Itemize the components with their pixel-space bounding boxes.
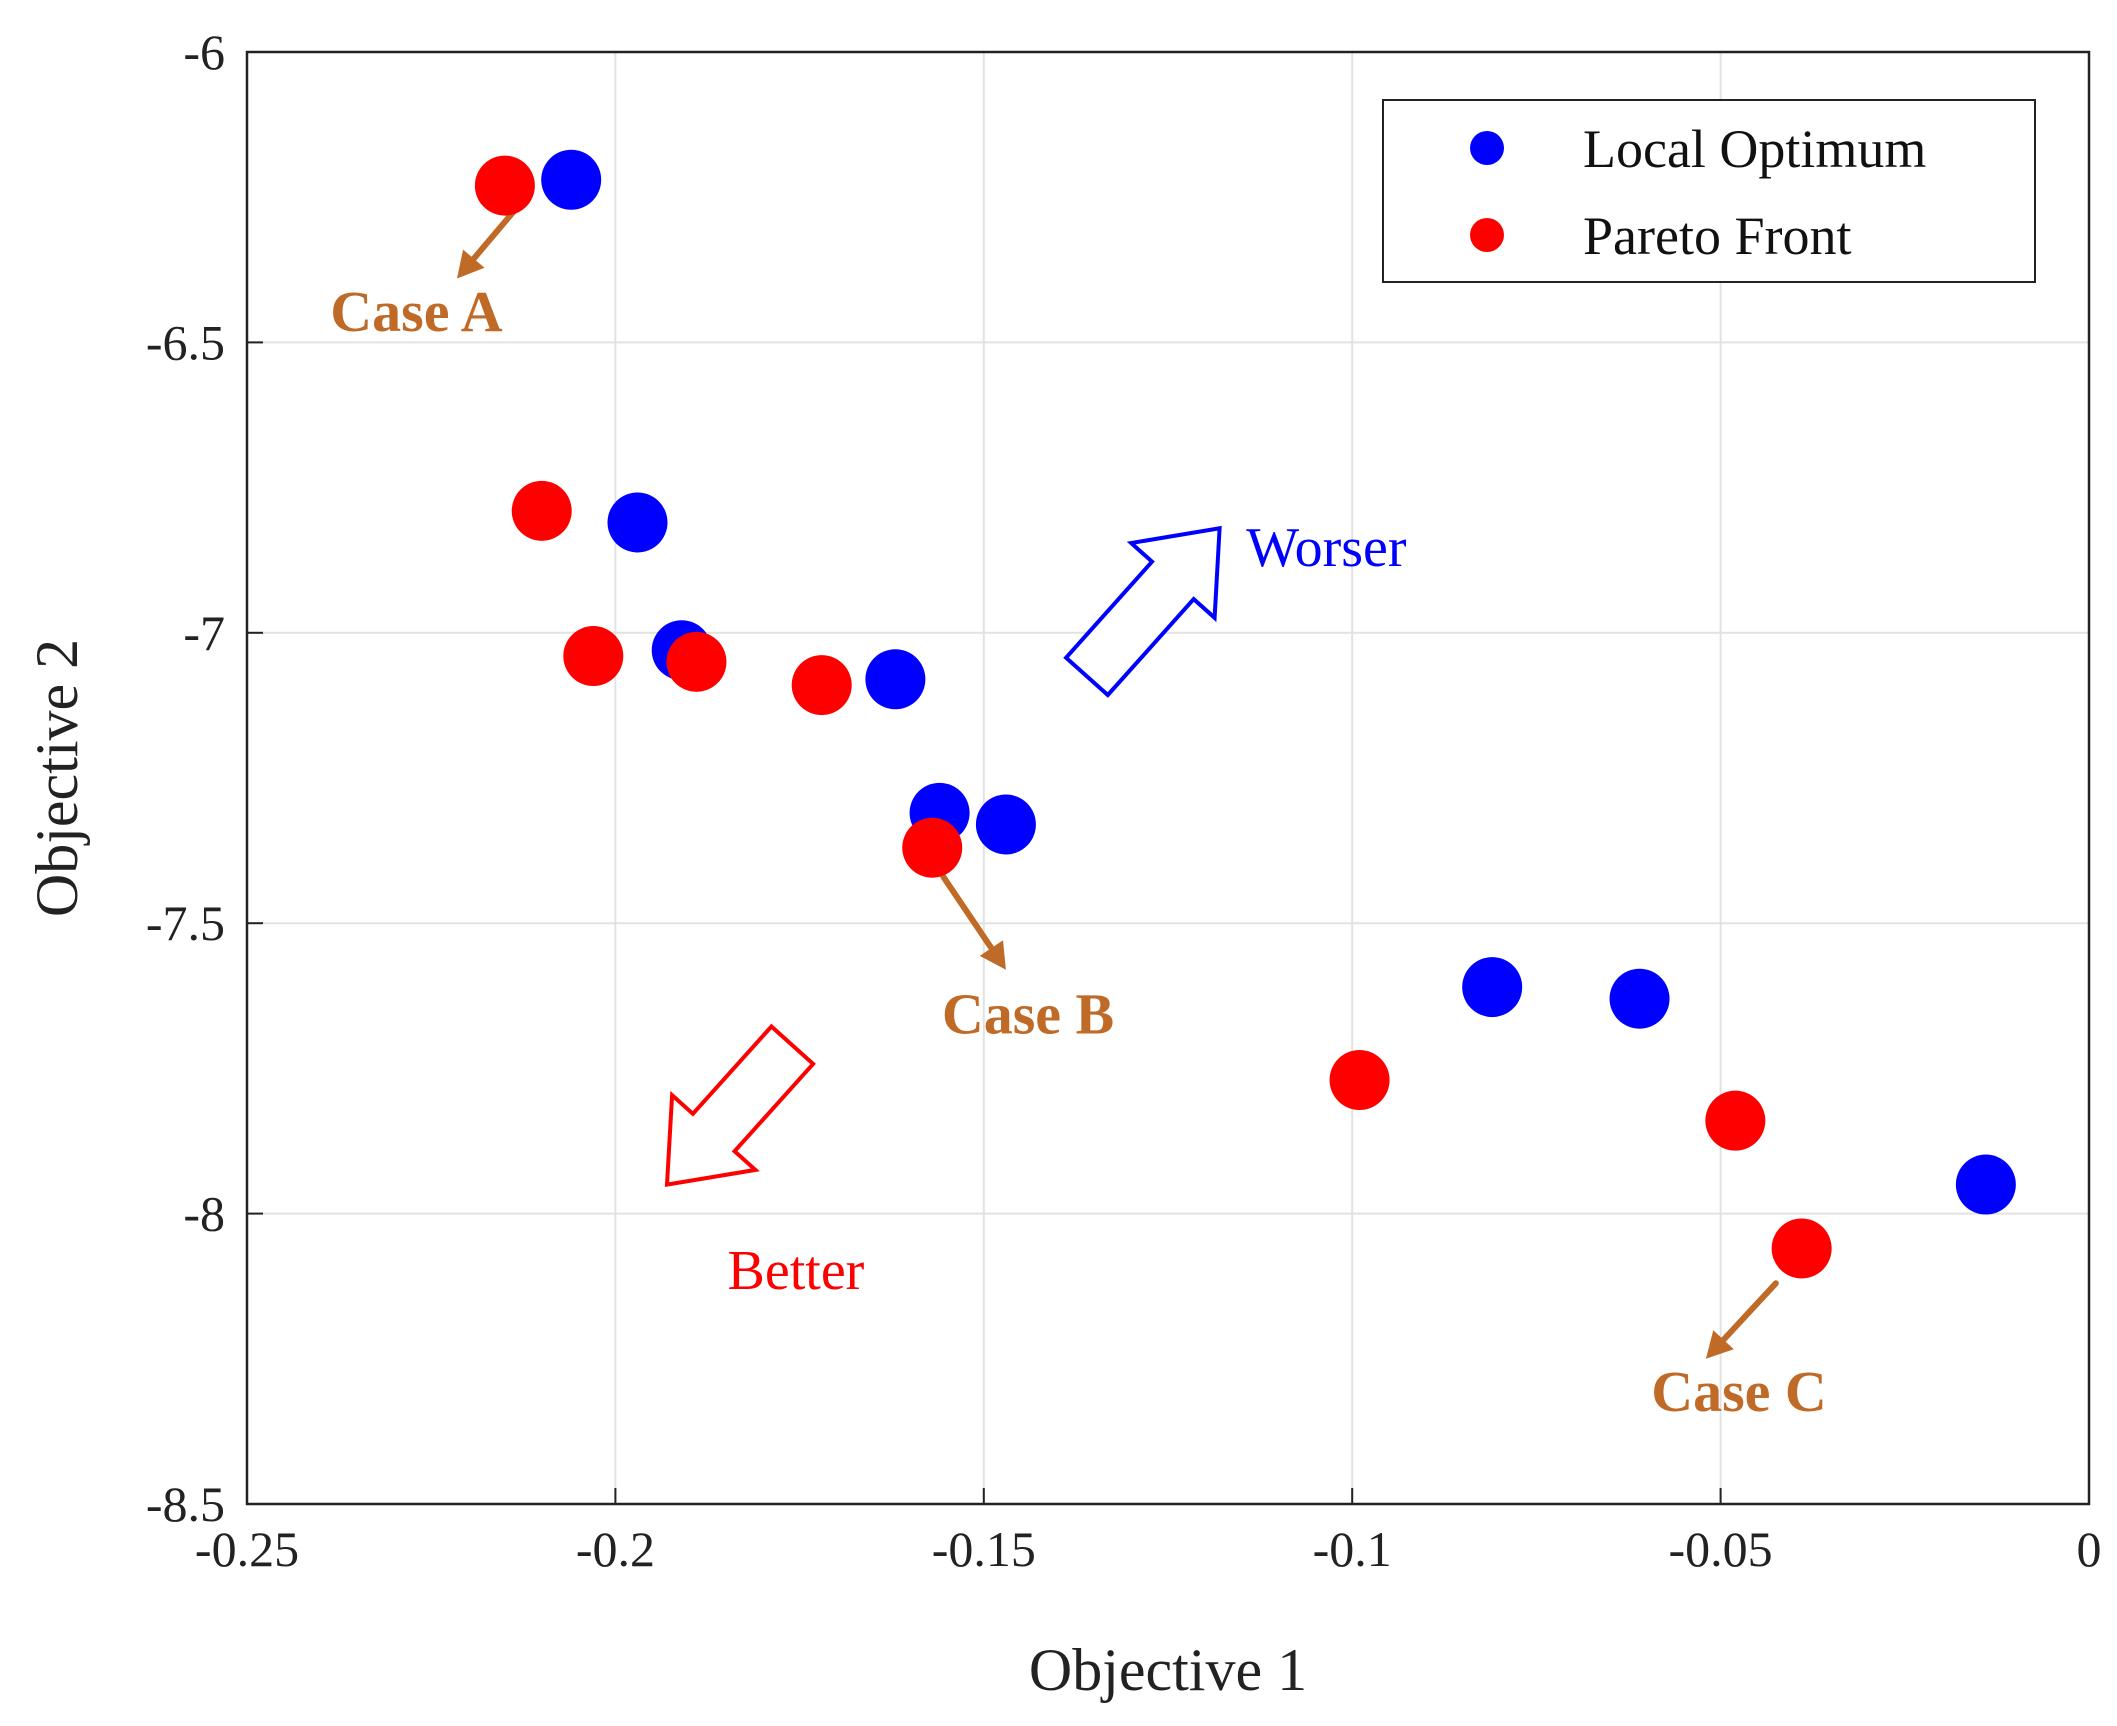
point-pareto-front — [474, 155, 535, 216]
x-tick-label: -0.15 — [932, 1521, 1036, 1577]
series-pareto-front — [474, 155, 1832, 1279]
y-tick-label: -7 — [183, 605, 225, 661]
legend-label-pareto-front: Pareto Front — [1583, 206, 1851, 266]
annotation-arrows — [457, 205, 1779, 1359]
legend-marker-local-optimum — [1470, 131, 1504, 165]
case-b-arrow-head — [979, 940, 1006, 970]
y-tick-label: -7.5 — [146, 895, 225, 951]
x-axis-label: Objective 1 — [1029, 1637, 1307, 1703]
better-arrow — [664, 1023, 816, 1187]
legend: Local Optimum Pareto Front — [1382, 99, 2036, 283]
point-pareto-front — [1705, 1090, 1766, 1151]
x-tick-label: -0.25 — [195, 1521, 299, 1577]
tick-marks — [246, 51, 2090, 1505]
annotation-texts: Case A Case B Case C Worser Better — [330, 279, 1827, 1424]
y-tick-label: -8 — [183, 1186, 225, 1242]
point-local-optimum — [1609, 968, 1670, 1029]
case-c-arrow-head — [1705, 1330, 1734, 1359]
case-b-arrow-shaft — [940, 873, 995, 952]
point-pareto-front — [1329, 1050, 1390, 1111]
legend-box — [1382, 99, 2036, 283]
point-pareto-front — [511, 480, 572, 541]
point-local-optimum — [1955, 1154, 2016, 1215]
annotation-case-a: Case A — [330, 279, 503, 344]
point-pareto-front — [1771, 1218, 1832, 1279]
case-a-arrow-head — [457, 249, 485, 279]
legend-label-local-optimum: Local Optimum — [1583, 119, 1926, 179]
point-local-optimum — [975, 794, 1036, 855]
series-points — [474, 149, 2016, 1279]
x-tick-label: -0.2 — [576, 1521, 655, 1577]
y-tick-label: -8.5 — [146, 1476, 225, 1532]
legend-marker-pareto-front — [1470, 218, 1504, 252]
grid-lines — [247, 52, 2089, 1504]
point-pareto-front — [666, 631, 727, 692]
x-tick-label: -0.05 — [1669, 1521, 1773, 1577]
y-tick-label: -6.5 — [146, 314, 225, 370]
case-a-arrow-shaft — [470, 205, 519, 262]
point-local-optimum — [865, 649, 926, 710]
x-tick-label: 0 — [2077, 1521, 2102, 1577]
direction-arrows — [664, 525, 1222, 1187]
point-pareto-front — [791, 655, 852, 716]
plot-frame — [245, 50, 2091, 1506]
annotation-case-b: Case B — [942, 982, 1114, 1047]
x-tick-labels: -0.25 -0.2 -0.15 -0.1 -0.05 0 — [195, 1521, 2102, 1577]
y-tick-labels: -8.5 -8 -7.5 -7 -6.5 -6 — [146, 24, 225, 1532]
point-local-optimum — [1462, 957, 1523, 1018]
worser-arrow — [1063, 525, 1222, 698]
y-tick-label: -6 — [183, 24, 225, 80]
case-c-arrow-shaft — [1720, 1280, 1779, 1343]
point-local-optimum — [607, 492, 668, 553]
point-pareto-front — [902, 817, 963, 878]
point-pareto-front — [563, 626, 624, 687]
annotation-case-c: Case C — [1651, 1359, 1827, 1424]
annotation-worser: Worser — [1246, 517, 1407, 579]
x-tick-label: -0.1 — [1313, 1521, 1392, 1577]
point-local-optimum — [541, 149, 602, 210]
annotation-better: Better — [728, 1240, 865, 1302]
y-axis-label: Objective 2 — [24, 639, 90, 917]
